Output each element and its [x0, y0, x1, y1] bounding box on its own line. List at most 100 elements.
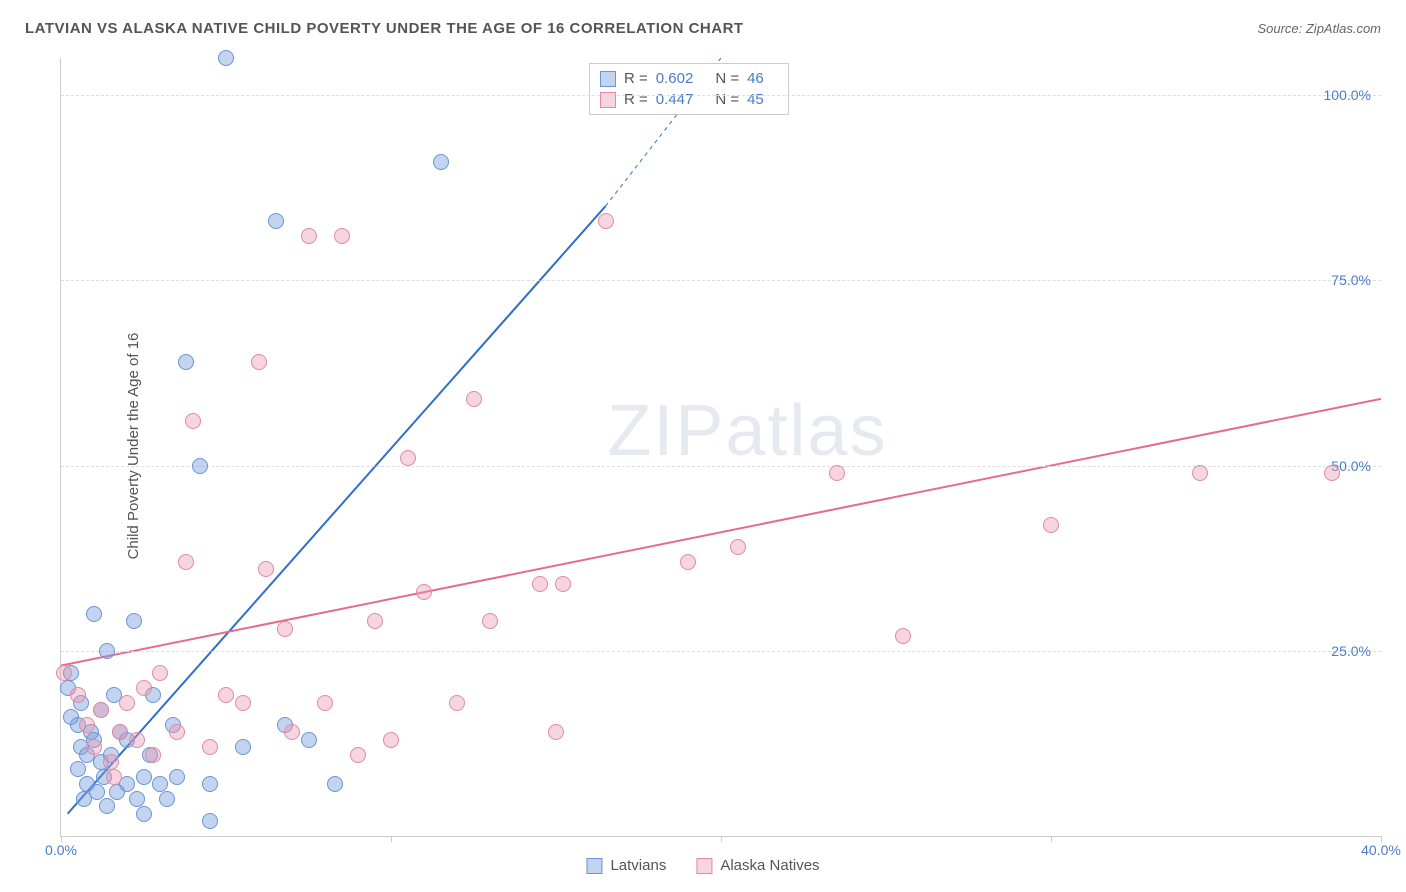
scatter-point	[152, 665, 168, 681]
n-value-latvians: 46	[747, 70, 764, 87]
scatter-point	[548, 724, 564, 740]
xtick-mark	[1051, 836, 1052, 842]
scatter-point	[482, 613, 498, 629]
scatter-point	[145, 747, 161, 763]
scatter-point	[258, 561, 274, 577]
scatter-point	[129, 732, 145, 748]
scatter-point	[119, 695, 135, 711]
scatter-point	[383, 732, 399, 748]
scatter-point	[89, 784, 105, 800]
ytick-label: 100.0%	[1324, 87, 1371, 103]
scatter-point	[169, 724, 185, 740]
scatter-point	[185, 413, 201, 429]
scatter-point	[99, 798, 115, 814]
scatter-point	[251, 354, 267, 370]
watermark-logo: ZIPatlas	[607, 390, 887, 472]
scatter-point	[70, 687, 86, 703]
scatter-point	[532, 576, 548, 592]
scatter-point	[730, 539, 746, 555]
scatter-point	[301, 732, 317, 748]
scatter-point	[466, 391, 482, 407]
scatter-point	[202, 813, 218, 829]
scatter-point	[136, 769, 152, 785]
scatter-point	[136, 680, 152, 696]
scatter-point	[284, 724, 300, 740]
legend-swatch-alaska	[696, 858, 712, 874]
scatter-point	[235, 739, 251, 755]
n-value-alaska: 45	[747, 91, 764, 108]
swatch-latvians	[600, 71, 616, 87]
scatter-point	[152, 776, 168, 792]
scatter-point	[202, 776, 218, 792]
scatter-point	[126, 613, 142, 629]
scatter-point	[235, 695, 251, 711]
xtick-mark	[391, 836, 392, 842]
scatter-point	[829, 465, 845, 481]
scatter-point	[93, 702, 109, 718]
gridline-h	[61, 280, 1381, 281]
legend-label-latvians: Latvians	[610, 857, 666, 874]
scatter-point	[317, 695, 333, 711]
scatter-point	[277, 621, 293, 637]
scatter-point	[129, 791, 145, 807]
r-value-latvians: 0.602	[656, 70, 694, 87]
scatter-point	[103, 754, 119, 770]
xtick-label: 0.0%	[45, 842, 77, 858]
scatter-point	[159, 791, 175, 807]
chart-plot-area: ZIPatlas R = 0.602 N = 46 R = 0.447 N = …	[60, 58, 1381, 837]
scatter-point	[99, 643, 115, 659]
watermark-zip: ZIP	[607, 391, 725, 471]
scatter-point	[680, 554, 696, 570]
scatter-point	[1043, 517, 1059, 533]
scatter-point	[86, 739, 102, 755]
legend-swatch-latvians	[586, 858, 602, 874]
scatter-point	[1324, 465, 1340, 481]
scatter-point	[895, 628, 911, 644]
scatter-point	[70, 761, 86, 777]
scatter-point	[334, 228, 350, 244]
correlation-stats-box: R = 0.602 N = 46 R = 0.447 N = 45	[589, 63, 789, 115]
scatter-point	[1192, 465, 1208, 481]
scatter-point	[367, 613, 383, 629]
source-attribution: Source: ZipAtlas.com	[1257, 21, 1381, 36]
r-label-1: R =	[624, 70, 648, 87]
scatter-point	[555, 576, 571, 592]
scatter-point	[202, 739, 218, 755]
scatter-point	[169, 769, 185, 785]
scatter-point	[192, 458, 208, 474]
ytick-label: 25.0%	[1331, 643, 1371, 659]
stats-row-alaska: R = 0.447 N = 45	[600, 89, 778, 110]
scatter-point	[112, 724, 128, 740]
r-label-2: R =	[624, 91, 648, 108]
scatter-point	[598, 213, 614, 229]
series-legend: Latvians Alaska Natives	[586, 857, 819, 874]
scatter-point	[400, 450, 416, 466]
scatter-point	[268, 213, 284, 229]
n-label-2: N =	[715, 91, 739, 108]
legend-item-latvians: Latvians	[586, 857, 666, 874]
scatter-point	[106, 769, 122, 785]
scatter-point	[327, 776, 343, 792]
gridline-h	[61, 466, 1381, 467]
trend-lines-svg	[61, 58, 1381, 836]
legend-label-alaska: Alaska Natives	[720, 857, 819, 874]
scatter-point	[218, 50, 234, 66]
chart-title: LATVIAN VS ALASKA NATIVE CHILD POVERTY U…	[25, 20, 744, 37]
scatter-point	[86, 606, 102, 622]
trend-line	[61, 399, 1381, 666]
scatter-point	[301, 228, 317, 244]
scatter-point	[178, 554, 194, 570]
scatter-point	[136, 806, 152, 822]
r-value-alaska: 0.447	[656, 91, 694, 108]
scatter-point	[79, 717, 95, 733]
gridline-h	[61, 651, 1381, 652]
scatter-point	[449, 695, 465, 711]
gridline-h	[61, 95, 1381, 96]
scatter-point	[178, 354, 194, 370]
scatter-point	[416, 584, 432, 600]
watermark-atlas: atlas	[725, 391, 887, 471]
scatter-point	[56, 665, 72, 681]
swatch-alaska	[600, 92, 616, 108]
n-label-1: N =	[715, 70, 739, 87]
stats-row-latvians: R = 0.602 N = 46	[600, 68, 778, 89]
